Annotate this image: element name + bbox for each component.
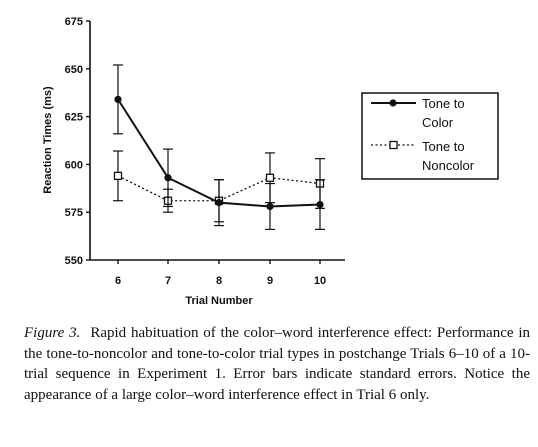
y-tick-label: 575 xyxy=(65,207,83,219)
x-tick-label: 7 xyxy=(165,275,171,287)
figure-label: Figure 3. xyxy=(24,325,80,341)
x-axis-title: Trial Number xyxy=(185,295,253,307)
figure-caption: Figure 3. Rapid habituation of the color–… xyxy=(24,323,530,405)
data-point-circle xyxy=(114,96,121,103)
y-tick-label: 625 xyxy=(65,112,83,124)
legend: Tone to Color Tone to Noncolor xyxy=(362,93,498,179)
series-layer xyxy=(113,65,325,229)
y-tick-label: 675 xyxy=(65,16,83,28)
x-tick-label: 9 xyxy=(267,275,273,287)
line-chart: 550 575 600 625 650 675 6 7 8 9 10 Reaction Times… xyxy=(0,0,538,320)
legend-label-line2: Noncolor xyxy=(422,158,475,173)
legend-item-tone-to-noncolor: Tone to Noncolor xyxy=(371,139,475,173)
caption-text: Rapid habituation of the color–word inte… xyxy=(24,325,530,403)
x-tick-label: 6 xyxy=(115,275,121,287)
y-tick-label: 600 xyxy=(65,159,83,171)
x-tick-label: 8 xyxy=(216,275,222,287)
data-point-circle xyxy=(215,199,222,206)
data-point-circle xyxy=(164,174,171,181)
data-point-circle xyxy=(316,201,323,208)
y-tick-label: 650 xyxy=(65,64,83,76)
data-point-square xyxy=(115,172,122,179)
y-tick-label: 550 xyxy=(65,255,83,267)
legend-marker-open-square xyxy=(390,142,397,149)
plot-area xyxy=(90,21,345,260)
legend-item-tone-to-color: Tone to Color xyxy=(371,96,465,130)
legend-label-line2: Color xyxy=(422,115,454,130)
legend-marker-filled-circle xyxy=(389,99,396,106)
x-axis: 6 7 8 9 10 xyxy=(115,260,326,287)
x-tick-label: 10 xyxy=(314,275,326,287)
data-point-square xyxy=(267,174,274,181)
legend-label-line1: Tone to xyxy=(422,139,465,154)
y-axis-title: Reaction Times (ms) xyxy=(42,86,54,194)
legend-label-line1: Tone to xyxy=(422,96,465,111)
series-tone-to-color xyxy=(113,65,325,229)
data-point-circle xyxy=(266,203,273,210)
y-axis: 550 575 600 625 650 675 xyxy=(65,16,90,267)
